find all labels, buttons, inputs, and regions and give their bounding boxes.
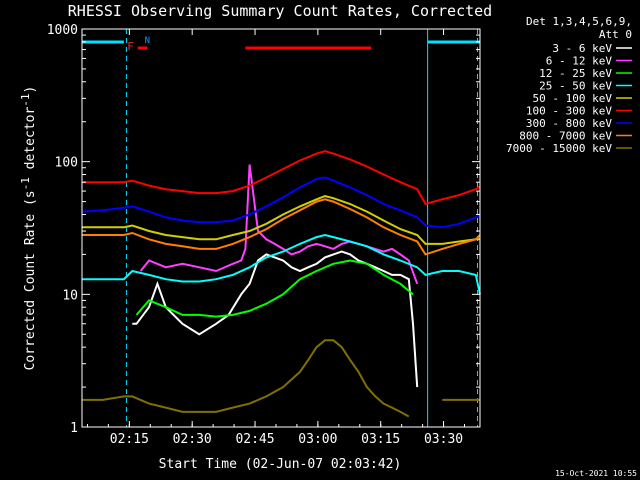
y-axis-label: Corrected Count Rate (s-1 detector-1) bbox=[19, 86, 38, 371]
flare-label: F bbox=[127, 40, 134, 53]
plot-frame bbox=[81, 28, 481, 428]
saa-label: N bbox=[145, 36, 150, 46]
y-tick-label: 1 bbox=[70, 421, 78, 436]
series-line-5 bbox=[82, 195, 480, 245]
series-line-4 bbox=[82, 233, 481, 295]
legend-label-2: 6 - 12 keV bbox=[546, 55, 613, 68]
y-tick-label: 10 bbox=[62, 288, 78, 303]
legend-label-9: 7000 - 15000 keV bbox=[506, 142, 612, 155]
series-line-3 bbox=[135, 259, 414, 318]
legend-label-6: 100 - 300 keV bbox=[526, 105, 612, 118]
chart-title: RHESSI Observing Summary Count Rates, Co… bbox=[68, 2, 492, 20]
y-axis-label-end: ) bbox=[23, 86, 38, 94]
series-line-8 bbox=[82, 198, 481, 256]
y-axis-label-main: Corrected Count Rate (s bbox=[23, 190, 38, 370]
legend-header-line1: Det 1,3,4,5,6,9, bbox=[526, 15, 632, 28]
series-line-9 bbox=[82, 339, 480, 418]
y-tick-label: 1000 bbox=[47, 23, 78, 38]
legend-header-line2: Att 0 bbox=[599, 28, 632, 41]
series-line-1 bbox=[132, 250, 419, 388]
x-tick-label: 02:30 bbox=[173, 432, 212, 447]
y-axis-label-sup1: -1 bbox=[19, 177, 32, 190]
y-tick-label: 100 bbox=[55, 156, 78, 171]
x-tick-label: 02:15 bbox=[110, 432, 149, 447]
axis-ticks: 02:15 02:30 02:45 03:00 03:15 03:30 1 10 100 1000 bbox=[47, 23, 480, 447]
legend-label-8: 800 - 7000 keV bbox=[519, 130, 612, 143]
x-axis-label: Start Time (02-Jun-07 02:03:42) bbox=[159, 457, 402, 472]
y-axis-label-sup2: -1 bbox=[19, 93, 32, 106]
x-tick-label: 03:00 bbox=[298, 432, 337, 447]
legend-label-5: 50 - 100 keV bbox=[533, 92, 613, 105]
legend-label-4: 25 - 50 keV bbox=[539, 80, 612, 93]
x-tick-label: 03:15 bbox=[361, 432, 400, 447]
legend-label-3: 12 - 25 keV bbox=[539, 67, 612, 80]
x-tick-label: 02:45 bbox=[235, 432, 274, 447]
series-line-7 bbox=[81, 176, 481, 229]
series-line-2 bbox=[139, 164, 419, 285]
footer-timestamp: 15-Oct-2021 10:55 bbox=[555, 469, 637, 478]
legend-label-1: 3 - 6 keV bbox=[552, 42, 612, 55]
x-tick-label: 03:30 bbox=[424, 432, 463, 447]
y-axis-label-mid: detector bbox=[23, 107, 38, 178]
series-line-6 bbox=[82, 150, 481, 206]
legend-label-7: 300 - 800 keV bbox=[526, 117, 612, 130]
